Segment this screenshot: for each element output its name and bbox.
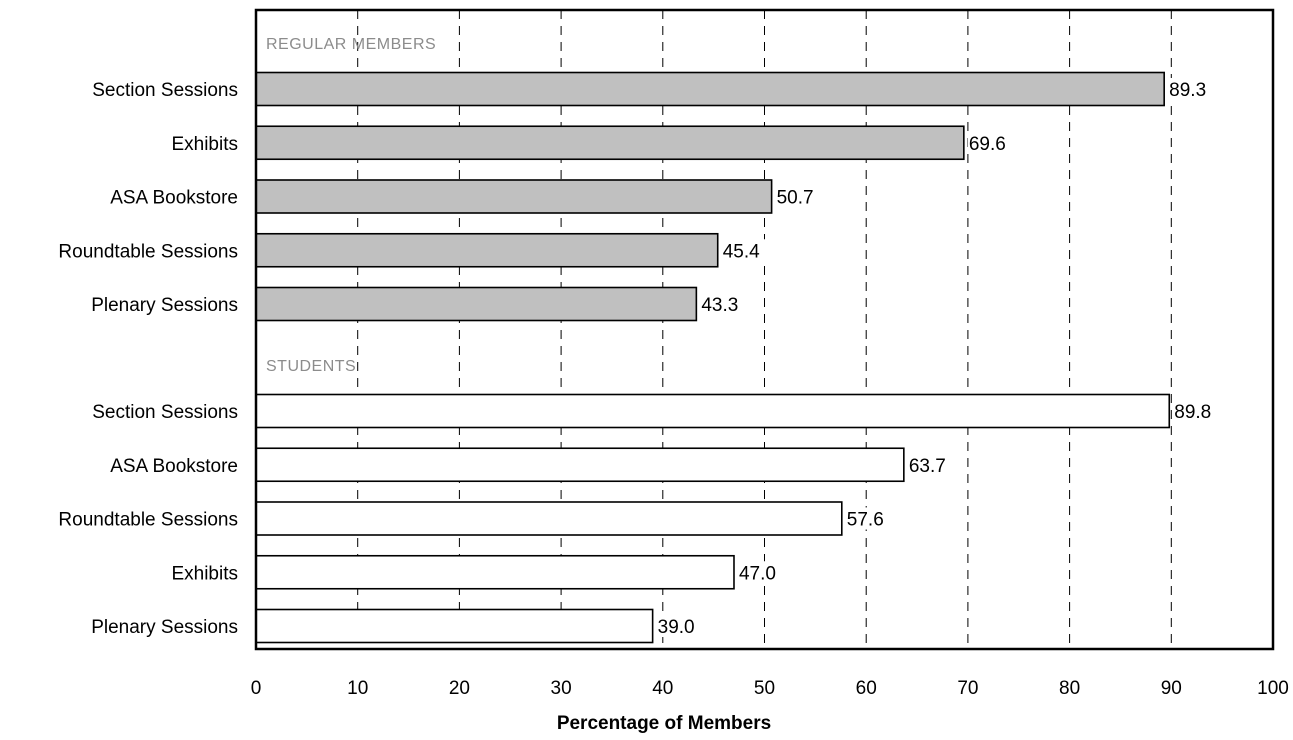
bar xyxy=(255,232,719,268)
category-label: Exhibits xyxy=(171,563,238,584)
data-label-background xyxy=(737,561,784,584)
data-label: 45.4 xyxy=(723,241,760,262)
data-label: 47.0 xyxy=(739,563,776,584)
plot-frame xyxy=(254,8,1275,651)
x-tick-label: 60 xyxy=(856,678,877,699)
data-label-background xyxy=(700,293,746,315)
x-axis-title: Percentage of Members xyxy=(557,713,771,734)
category-label: Section Sessions xyxy=(92,402,238,423)
bar xyxy=(255,393,1171,429)
data-label: 89.3 xyxy=(1169,80,1206,101)
x-tick-label: 90 xyxy=(1161,678,1182,699)
data-label-background xyxy=(775,185,821,208)
bar xyxy=(255,179,773,214)
category-label: Plenary Sessions xyxy=(91,617,238,638)
group-label: STUDENTS xyxy=(266,358,356,375)
bar xyxy=(255,286,698,322)
data-label: 57.6 xyxy=(847,510,884,531)
labels: REGULAR MEMBERS Section Sessions 89.3 Exhib… xyxy=(58,36,1219,638)
group-label: REGULAR MEMBERS xyxy=(266,36,436,53)
category-label: Plenary Sessions xyxy=(91,295,238,316)
x-tick-label: 70 xyxy=(957,678,978,699)
category-label: Roundtable Sessions xyxy=(58,241,238,262)
data-label: 50.7 xyxy=(777,188,814,209)
bar xyxy=(255,71,1165,107)
data-label-background xyxy=(721,239,767,262)
data-label-background xyxy=(967,131,1014,154)
x-tick-label: 30 xyxy=(551,678,572,699)
bar xyxy=(255,608,654,644)
x-tick-label: 0 xyxy=(251,678,262,699)
data-label: 63.7 xyxy=(909,456,946,477)
x-tick-label: 40 xyxy=(652,678,673,699)
data-label: 43.3 xyxy=(701,295,738,316)
data-label: 39.0 xyxy=(658,617,695,638)
category-label: Roundtable Sessions xyxy=(58,510,238,531)
data-label-background xyxy=(907,453,954,476)
data-label-background xyxy=(1173,400,1219,422)
bar xyxy=(255,125,965,161)
bar xyxy=(255,501,843,536)
data-label-background xyxy=(656,615,702,637)
x-axis-ticks: 0 10 20 30 40 50 60 70 80 90 100 xyxy=(251,678,1289,699)
data-label: 69.6 xyxy=(969,134,1006,155)
x-tick-label: 80 xyxy=(1059,678,1080,699)
category-label: ASA Bookstore xyxy=(110,188,238,209)
bar xyxy=(255,554,735,590)
data-label-background xyxy=(1168,78,1214,100)
category-label: Section Sessions xyxy=(92,80,238,101)
bars xyxy=(255,71,1171,644)
x-tick-label: 10 xyxy=(347,678,368,699)
x-tick-label: 50 xyxy=(754,678,775,699)
x-tick-label: 100 xyxy=(1257,678,1289,699)
gridlines xyxy=(357,10,1172,649)
data-label-background xyxy=(845,507,891,530)
data-label: 89.8 xyxy=(1174,402,1211,423)
category-label: Exhibits xyxy=(171,134,238,155)
bar xyxy=(255,447,905,483)
x-tick-label: 20 xyxy=(449,678,470,699)
category-label: ASA Bookstore xyxy=(110,456,238,477)
